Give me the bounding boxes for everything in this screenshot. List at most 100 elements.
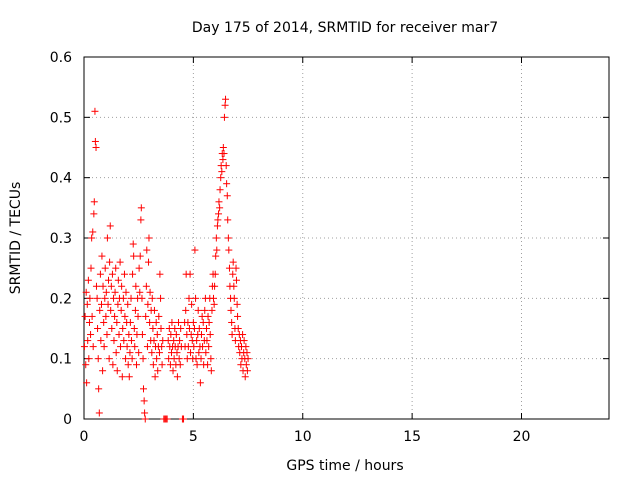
data-point [103,234,111,242]
data-point [120,337,128,345]
data-point [99,282,107,290]
data-point [220,113,228,121]
data-point [152,318,160,326]
data-point [155,312,163,320]
data-point [155,349,163,357]
data-point [243,367,251,375]
data-point [215,210,223,218]
data-point [145,258,153,266]
data-point [211,282,219,290]
data-point [180,415,188,423]
data-point [119,325,127,332]
data-point [92,282,100,290]
data-point [82,361,90,369]
data-point [225,246,233,254]
data-point [196,379,204,387]
x-tick-label: 10 [294,429,312,445]
data-point [129,240,137,248]
data-point [205,318,213,326]
data-point [143,343,151,351]
data-point [83,379,91,387]
data-point [176,361,184,369]
grid-lines [84,57,609,419]
data-point [142,312,150,320]
data-point [137,204,145,212]
data-point [82,288,90,296]
data-point [234,312,242,320]
data-point [100,343,108,351]
data-point [229,258,237,266]
data-point [104,300,112,308]
data-point [199,318,207,326]
data-point [124,361,132,369]
data-point [96,306,104,314]
data-point [173,349,181,357]
y-axis-label: SRMTID / TECUs [8,182,24,295]
data-point [221,101,229,109]
data-point [193,361,201,369]
data-point [88,234,96,242]
x-tick-label: 15 [403,429,421,445]
data-point [207,355,215,363]
data-point [139,355,147,363]
data-point [151,373,159,381]
data-point [171,325,179,332]
data-point [157,294,165,302]
data-point [132,282,140,290]
data-point [114,276,122,284]
data-point [222,162,230,170]
data-point [98,252,106,260]
data-point [185,294,193,302]
data-point [242,361,250,369]
data-point [127,294,135,302]
data-point [86,294,94,302]
data-point [195,325,203,332]
x-tick-label: 0 [80,429,89,445]
data-point [153,355,161,363]
data-point [150,337,158,345]
data-point [149,325,157,332]
chart-title: Day 175 of 2014, SRMTID for receiver mar… [192,20,498,36]
data-point [102,312,110,320]
data-point [90,210,98,218]
data-point [137,216,145,224]
data-point [84,276,92,284]
data-point [206,331,214,339]
data-point [163,415,171,423]
data-point [119,294,127,302]
data-point [141,415,149,423]
data-point [129,270,137,278]
data-point [156,270,164,278]
data-point [158,343,166,351]
data-point [207,367,215,375]
data-point [122,355,130,363]
data-point [240,337,248,345]
data-point [170,337,178,345]
data-point [157,325,165,332]
data-point [117,343,125,351]
data-point [138,331,146,339]
data-point [232,264,240,272]
data-point [114,300,122,308]
data-point [242,343,250,351]
data-point [118,373,126,381]
data-point [94,325,102,332]
data-point [233,300,241,308]
y-tick-label: 0.6 [50,50,72,66]
data-point [125,331,133,339]
data-point [202,349,210,357]
data-point [217,174,225,182]
data-point [96,270,104,278]
x-tick-label: 5 [189,429,198,445]
data-point [130,252,138,260]
data-point [87,331,95,339]
data-point [122,288,130,296]
data-point [94,355,102,363]
data-point [239,331,247,339]
data-point [85,355,93,363]
y-tick-label: 0.2 [50,291,72,307]
data-point [188,300,196,308]
data-point [212,234,220,242]
data-point [189,318,197,326]
data-point [228,318,236,326]
